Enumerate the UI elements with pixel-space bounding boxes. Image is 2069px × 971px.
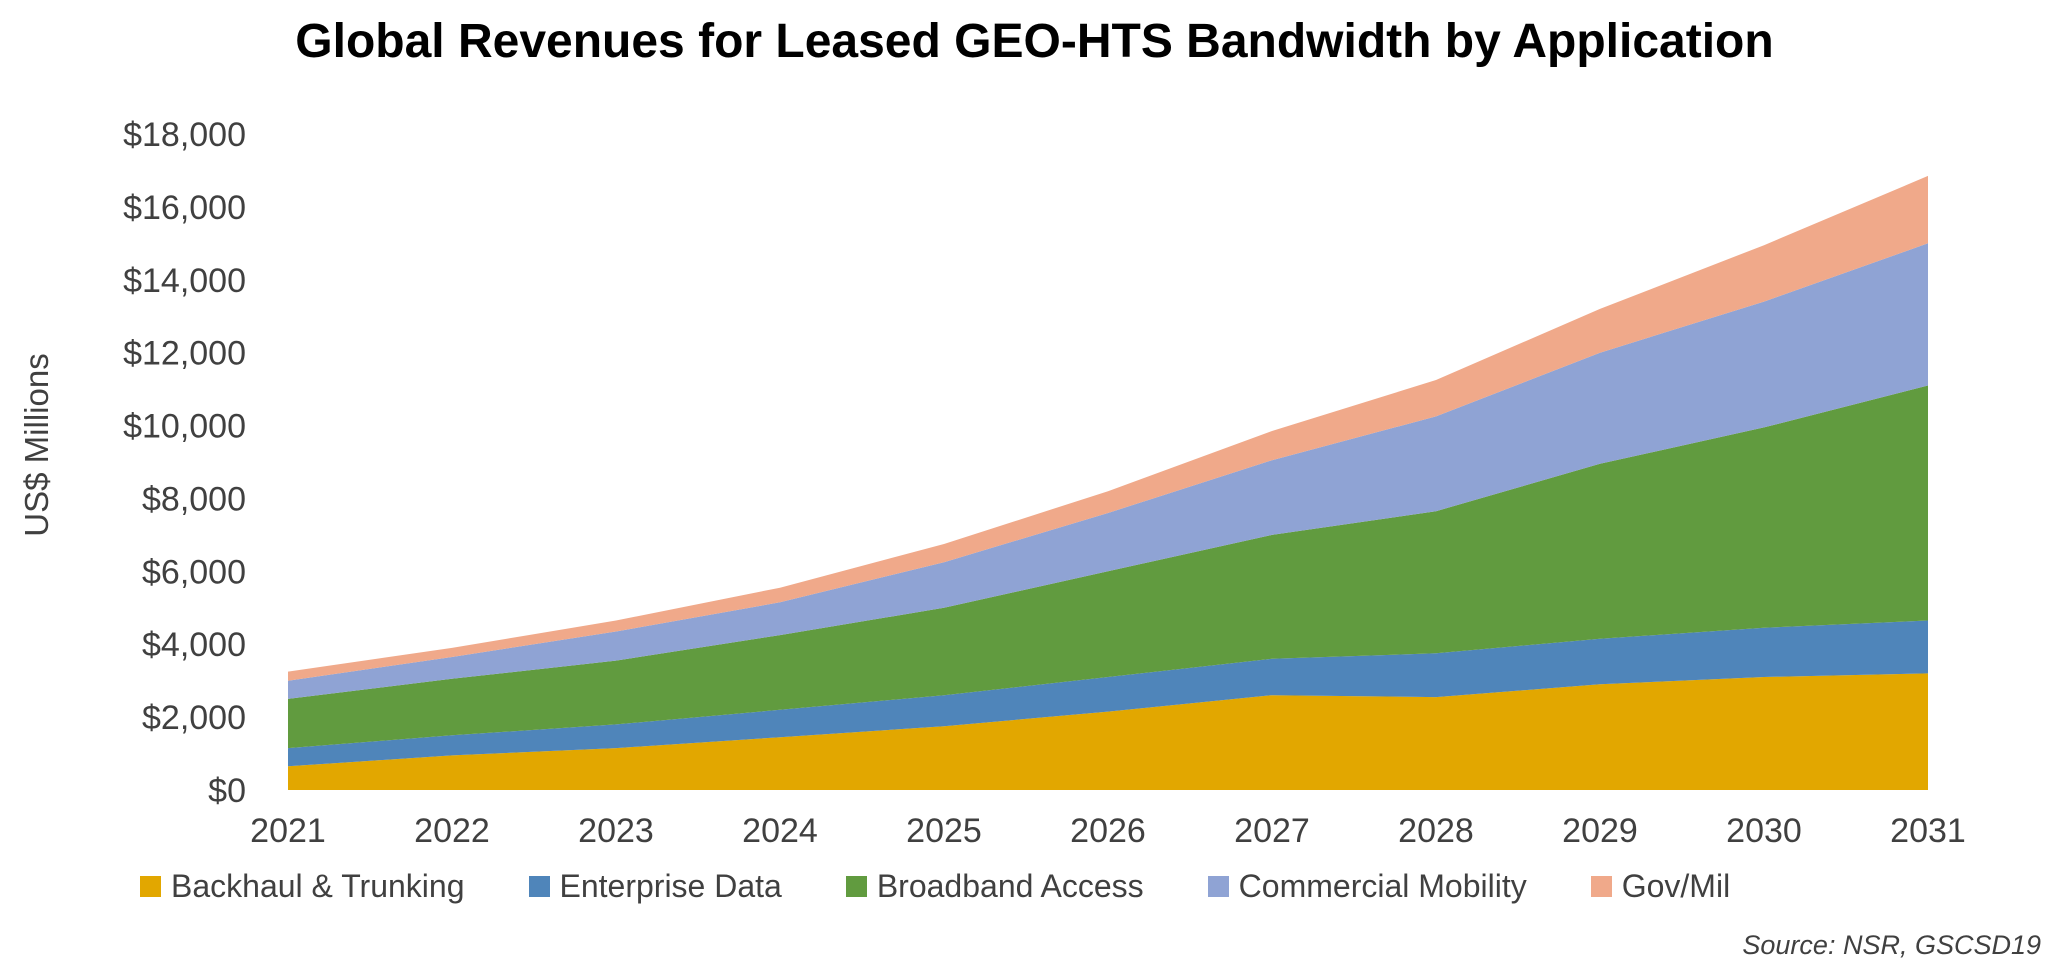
legend-item: Enterprise Data: [528, 868, 782, 905]
area-series-0: [288, 673, 1928, 790]
x-tick-label: 2029: [1562, 812, 1638, 850]
legend-swatch: [1207, 876, 1229, 897]
source-note: Source: NSR, GSCSD19: [1742, 930, 2041, 960]
x-tick-label: 2022: [414, 812, 490, 850]
y-tick-label: $12,000: [123, 335, 246, 373]
y-tick-label: $0: [208, 772, 246, 810]
x-tick-label: 2031: [1890, 812, 1966, 850]
legend-swatch: [845, 876, 867, 897]
x-tick-label: 2024: [742, 812, 818, 850]
y-axis-ticks: $0 $2,000 $4,000 $6,000 $8,000 $10,000 $12,000…: [123, 116, 246, 810]
y-tick-label: $10,000: [123, 408, 246, 446]
legend: Backhaul & Trunking Enterprise Data Broadb…: [140, 868, 1794, 905]
legend-swatch: [140, 876, 161, 897]
x-tick-label: 2026: [1070, 812, 1146, 850]
x-tick-label: 2027: [1234, 812, 1310, 850]
x-tick-label: 2023: [578, 812, 654, 850]
chart-title: Global Revenues for Leased GEO-HTS Bandw…: [295, 15, 1774, 68]
legend-swatch: [1590, 876, 1612, 897]
legend-item: Broadband Access: [845, 868, 1144, 905]
y-tick-label: $18,000: [123, 116, 246, 154]
legend-label: Commercial Mobility: [1238, 868, 1527, 904]
y-tick-label: $16,000: [123, 189, 246, 227]
x-tick-label: 2028: [1398, 812, 1474, 850]
legend-item: Gov/Mil: [1590, 868, 1731, 905]
stacked-areas: [288, 175, 1928, 790]
legend-item: Backhaul & Trunking: [140, 868, 465, 905]
x-tick-label: 2030: [1726, 812, 1802, 850]
y-tick-label: $8,000: [142, 480, 246, 518]
area-series-2: [288, 385, 1928, 749]
legend-item: Commercial Mobility: [1207, 868, 1527, 905]
x-tick-label: 2025: [906, 812, 982, 850]
x-tick-label: 2021: [250, 812, 326, 850]
x-axis-ticks: 2021 2022 2023 2024 2025 2026 2027 2028 2029 2030…: [250, 812, 1966, 850]
y-tick-label: $4,000: [142, 626, 246, 664]
legend-label: Enterprise Data: [559, 868, 782, 904]
legend-label: Broadband Access: [876, 868, 1144, 904]
y-tick-label: $6,000: [142, 553, 246, 591]
y-tick-label: $14,000: [123, 262, 246, 300]
legend-label: Backhaul & Trunking: [171, 868, 465, 904]
area-series-1: [288, 620, 1928, 767]
legend-swatch: [528, 876, 550, 897]
legend-label: Gov/Mil: [1621, 868, 1731, 904]
y-tick-label: $2,000: [142, 699, 246, 737]
